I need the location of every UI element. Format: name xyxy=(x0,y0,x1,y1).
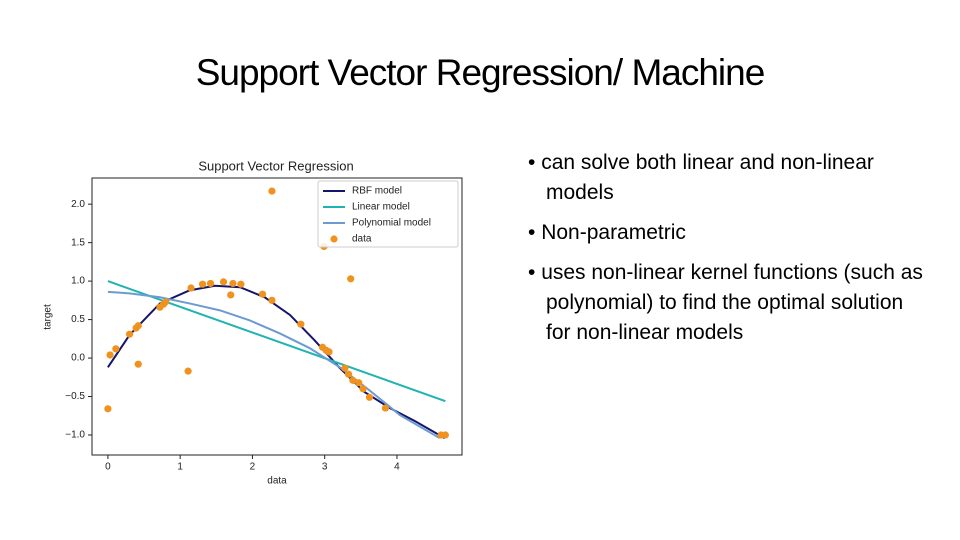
chart: Support Vector Regression data target 0 1… xyxy=(43,158,463,487)
data-point xyxy=(341,364,349,372)
data-point xyxy=(206,279,215,288)
legend-box xyxy=(317,180,459,248)
data-point xyxy=(104,405,112,413)
data-point xyxy=(344,370,353,378)
data-point xyxy=(162,298,170,306)
bullet: Non-parametric xyxy=(528,218,923,248)
data-point xyxy=(441,431,449,439)
data-point xyxy=(349,376,357,384)
data-point xyxy=(268,187,276,195)
bullet: can solve both linear and non-linear mod… xyxy=(528,148,923,208)
data-point xyxy=(219,278,228,286)
legend-label: Linear model xyxy=(352,202,410,213)
data-point xyxy=(134,360,142,368)
y-tick-label: 0.5 xyxy=(71,314,85,325)
x-tick-label: 1 xyxy=(177,462,183,473)
y-tick-label: 1.5 xyxy=(71,237,85,248)
x-axis-label: data xyxy=(267,476,287,487)
y-tick-label: 1.0 xyxy=(71,276,85,287)
data-point xyxy=(359,385,367,393)
bullet: uses non-linear kernel functions (such a… xyxy=(528,258,923,348)
slide-title: Support Vector Regression/ Machine xyxy=(195,52,766,93)
data-point xyxy=(184,367,192,375)
data-point xyxy=(106,351,114,359)
y-tick-label: 2.0 xyxy=(71,199,85,210)
data-point xyxy=(355,379,363,387)
x-tick-label: 4 xyxy=(394,462,400,473)
data-point xyxy=(347,275,355,283)
chart-title: Support Vector Regression xyxy=(198,158,353,173)
data-point xyxy=(227,291,235,299)
data-point xyxy=(297,320,305,328)
data-point xyxy=(134,322,142,330)
data-point xyxy=(381,404,389,412)
legend-marker xyxy=(330,235,338,243)
legend-label: data xyxy=(352,234,372,245)
data-point xyxy=(268,296,276,304)
plot-frame xyxy=(91,177,463,456)
data-point xyxy=(237,280,245,288)
y-axis-label: target xyxy=(43,304,54,330)
data-point xyxy=(112,345,120,353)
data-point xyxy=(258,290,267,298)
legend-label: Polynomial model xyxy=(352,218,431,229)
data-point xyxy=(229,279,237,288)
y-tick-label: −0.5 xyxy=(65,391,85,402)
data-point xyxy=(325,348,333,356)
data-point xyxy=(187,284,195,292)
data-point xyxy=(198,280,207,288)
series-line xyxy=(107,280,446,403)
y-tick-label: 0.0 xyxy=(71,353,85,364)
data-point xyxy=(125,330,134,338)
legend-label: RBF model xyxy=(352,186,402,197)
x-tick-label: 2 xyxy=(250,462,256,473)
x-tick-label: 3 xyxy=(322,462,328,473)
y-tick-label: −1.0 xyxy=(65,430,85,441)
x-tick-label: 0 xyxy=(105,462,111,473)
data-point xyxy=(365,393,374,401)
bullet-list: can solve both linear and non-linear mod… xyxy=(528,148,923,358)
series-line xyxy=(107,290,441,439)
